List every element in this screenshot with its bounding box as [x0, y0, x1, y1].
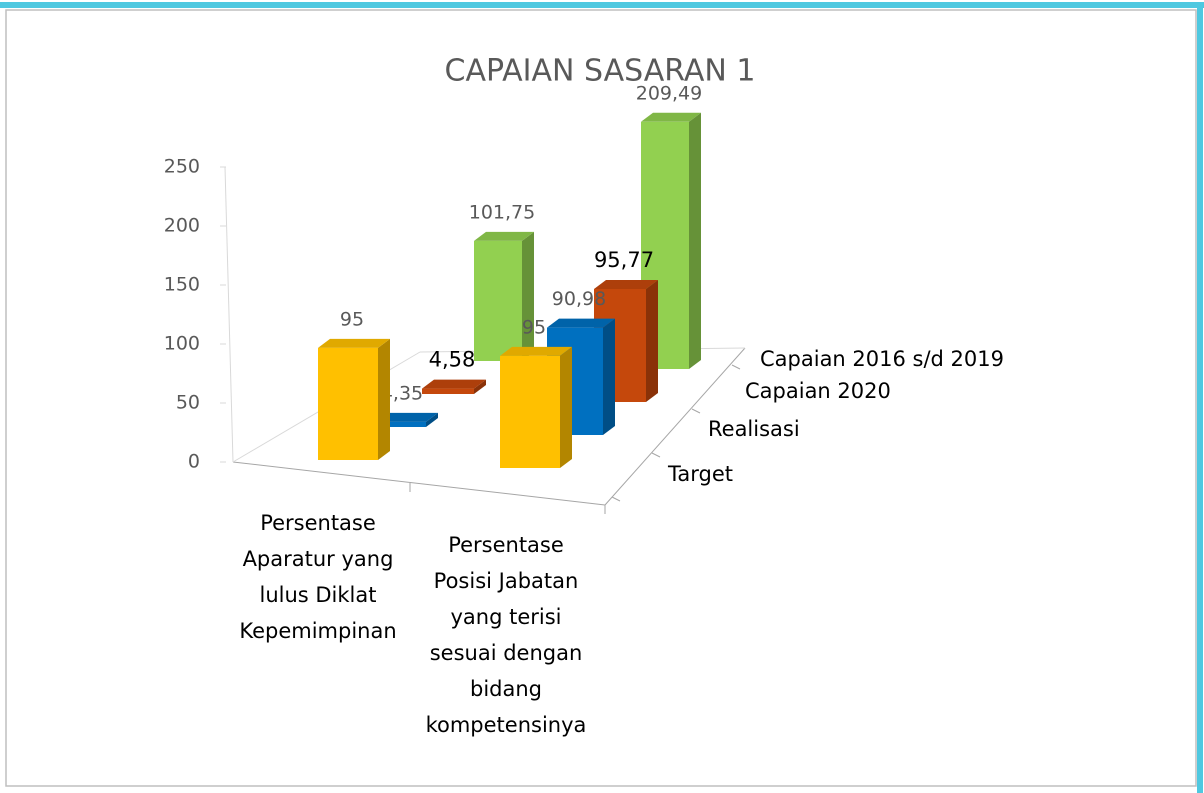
- bar-top: [547, 318, 615, 328]
- floor-front: [232, 461, 606, 506]
- bar-group: [500, 346, 572, 468]
- bar: [474, 240, 522, 361]
- legend-label: Capaian 2020: [745, 379, 891, 403]
- y-tick-label: 50: [176, 392, 200, 414]
- bar-top: [594, 279, 658, 289]
- y-tick-label: 0: [188, 451, 200, 473]
- depth-tick: [691, 408, 701, 414]
- legend-label: Target: [667, 462, 733, 486]
- y-tick-label: 150: [164, 274, 200, 296]
- bar-group: [474, 231, 534, 361]
- bar-group: [318, 338, 390, 460]
- value-label: 4,35: [381, 382, 423, 404]
- bar-side: [378, 338, 390, 460]
- value-label: 101,75: [469, 201, 535, 223]
- bar-side: [474, 379, 486, 394]
- floor-right: [604, 347, 746, 506]
- depth-tick: [611, 496, 621, 502]
- bar-top: [474, 231, 534, 241]
- bar-side: [689, 112, 701, 369]
- x-tick-label: Persentase Aparatur yang lulus Diklat Ke…: [239, 511, 397, 643]
- y-tick-label: 250: [164, 156, 200, 178]
- y-tick-label: 100: [164, 333, 200, 355]
- bar-top: [422, 379, 486, 389]
- bar-group: [641, 112, 701, 369]
- chart-title: CAPAIAN SASARAN 1: [445, 54, 756, 89]
- legend-label: Realisasi: [708, 417, 800, 441]
- bar: [422, 388, 474, 394]
- value-label: 95: [522, 316, 546, 338]
- bar-side: [646, 279, 658, 402]
- x-tick-label: Persentase Posisi Jabatan yang terisi se…: [425, 533, 587, 737]
- y-tick-label: 200: [164, 215, 200, 237]
- value-label: 90,98: [552, 288, 606, 310]
- depth-tick: [731, 364, 741, 370]
- bar-top: [318, 338, 390, 348]
- value-label: 4,58: [429, 348, 476, 372]
- bar-group: [422, 379, 486, 394]
- legend-label: Capaian 2016 s/d 2019: [760, 347, 1004, 371]
- bar-side: [522, 231, 534, 361]
- bar: [318, 347, 378, 460]
- value-label: 95: [340, 308, 364, 330]
- bar-side: [426, 412, 438, 427]
- value-label: 209,49: [636, 82, 702, 104]
- value-label: 95,77: [594, 248, 654, 272]
- bar-side: [603, 318, 615, 435]
- axis-wall: [224, 166, 234, 463]
- bar-top: [641, 112, 701, 122]
- bar-top: [500, 346, 572, 356]
- bar: [500, 355, 560, 468]
- bar: [370, 421, 426, 427]
- bar-side: [560, 346, 572, 468]
- depth-tick: [651, 452, 661, 458]
